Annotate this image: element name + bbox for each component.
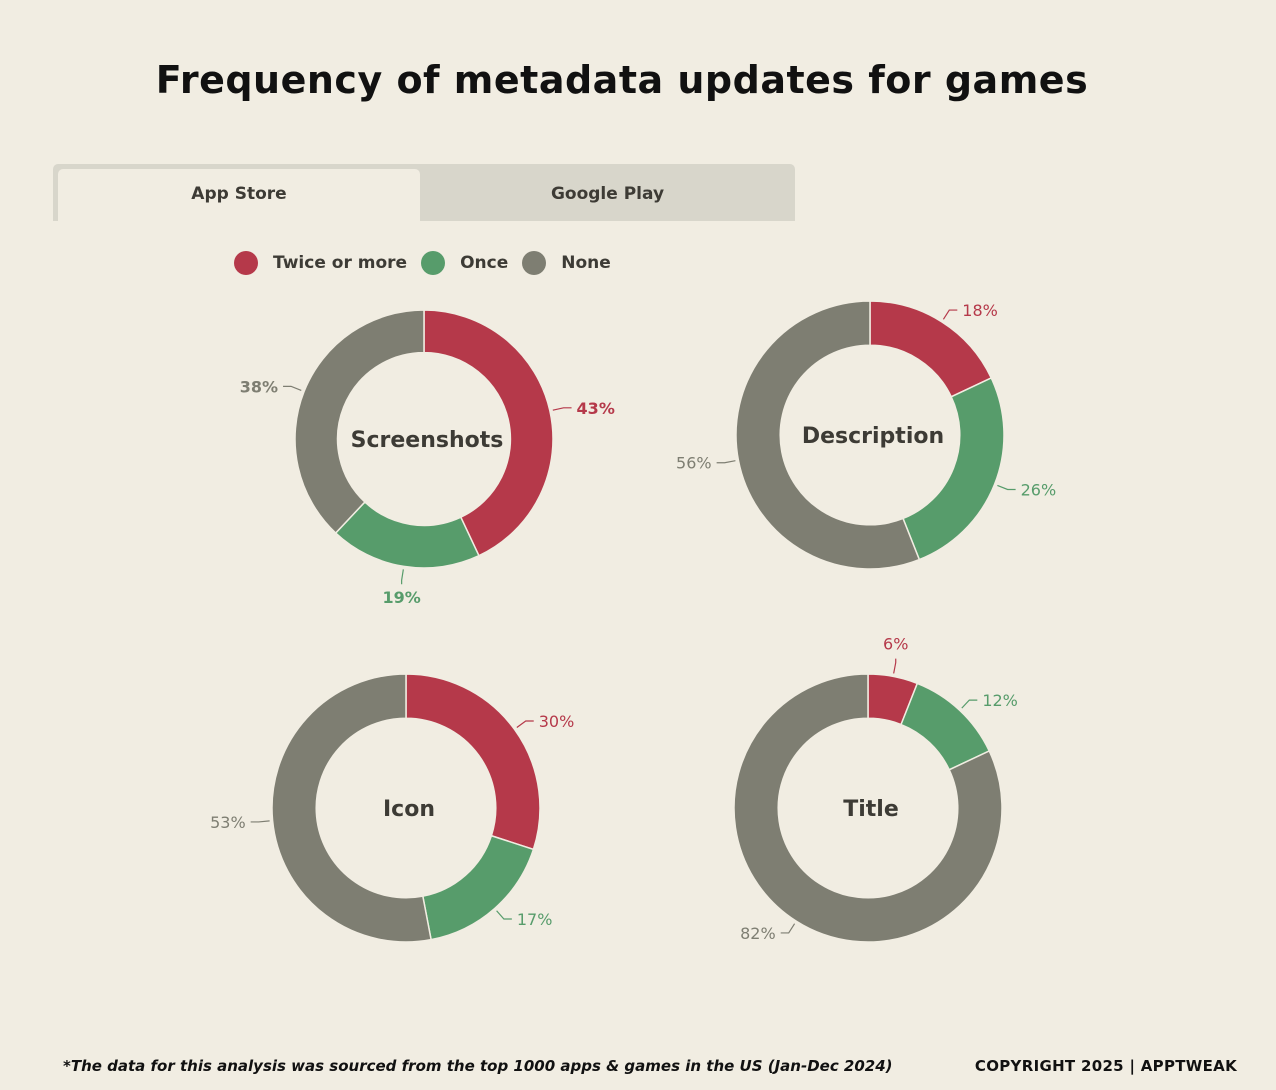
donut-center-label: Screenshots <box>351 428 504 453</box>
leader-line <box>283 385 302 391</box>
data-label-once: 17% <box>517 910 553 929</box>
chart-legend: Twice or more Once None <box>234 250 625 276</box>
legend-dot-twice-or-more <box>234 251 258 275</box>
legend-item-twice-or-more[interactable]: Twice or more <box>234 251 407 275</box>
data-label-none: 82% <box>740 924 776 943</box>
data-label-none: 38% <box>240 377 278 396</box>
footnote: *The data for this analysis was sourced … <box>63 1057 893 1075</box>
data-label-twice-or-more: 43% <box>577 399 615 418</box>
tab-google-play[interactable]: Google Play <box>550 184 665 204</box>
legend-dot-none <box>522 251 547 275</box>
slice-none[interactable] <box>271 673 432 943</box>
donut-center-label: Title <box>843 797 899 822</box>
store-tabs: App Store Google Play <box>53 164 795 221</box>
donut-icon: 30% 17% 53% Icon <box>210 673 575 943</box>
leader-line <box>401 569 404 585</box>
slice-twice-or-more[interactable] <box>423 309 554 557</box>
legend-dot-once <box>421 251 446 275</box>
data-label-twice-or-more: 18% <box>962 301 998 320</box>
slice-none[interactable] <box>294 309 425 535</box>
copyright: COPYRIGHT 2025 | APPTWEAK <box>974 1057 1237 1075</box>
leader-line <box>942 309 958 320</box>
leader-line <box>780 923 796 934</box>
leader-line <box>997 484 1016 491</box>
slice-twice-or-more[interactable] <box>405 673 541 851</box>
legend-label-twice-or-more: Twice or more <box>273 253 408 273</box>
donut-description: 18% 26% 56% Description <box>676 300 1057 570</box>
data-label-none: 56% <box>676 454 712 473</box>
leader-line <box>250 820 270 823</box>
donut-title: 6% 12% 82% Title <box>733 635 1018 943</box>
page-title: Frequency of metadata updates for games <box>155 58 1089 102</box>
data-label-twice-or-more: 6% <box>883 635 908 654</box>
data-label-once: 26% <box>1021 480 1057 499</box>
leader-line <box>552 407 572 411</box>
legend-item-once[interactable]: Once <box>421 251 508 275</box>
leader-line <box>496 910 512 920</box>
slice-none[interactable] <box>735 300 921 570</box>
data-label-once: 19% <box>382 588 420 607</box>
data-label-once: 12% <box>982 691 1018 710</box>
leader-line <box>516 720 534 728</box>
legend-label-once: Once <box>460 253 509 273</box>
slice-once[interactable] <box>334 500 480 569</box>
legend-label-none: None <box>561 253 611 273</box>
slice-once[interactable] <box>902 376 1005 561</box>
data-label-none: 53% <box>210 813 246 832</box>
leader-line <box>893 658 897 674</box>
tab-app-store[interactable]: App Store <box>58 169 420 221</box>
donut-screenshots: 43% 19% 38% Screenshots <box>240 309 615 607</box>
leader-line <box>716 460 736 464</box>
legend-item-none[interactable]: None <box>522 251 611 275</box>
donut-center-label: Icon <box>383 797 435 822</box>
data-label-twice-or-more: 30% <box>539 712 575 731</box>
slice-none[interactable] <box>733 673 1003 943</box>
donut-center-label: Description <box>802 424 944 449</box>
leader-line <box>961 699 978 709</box>
